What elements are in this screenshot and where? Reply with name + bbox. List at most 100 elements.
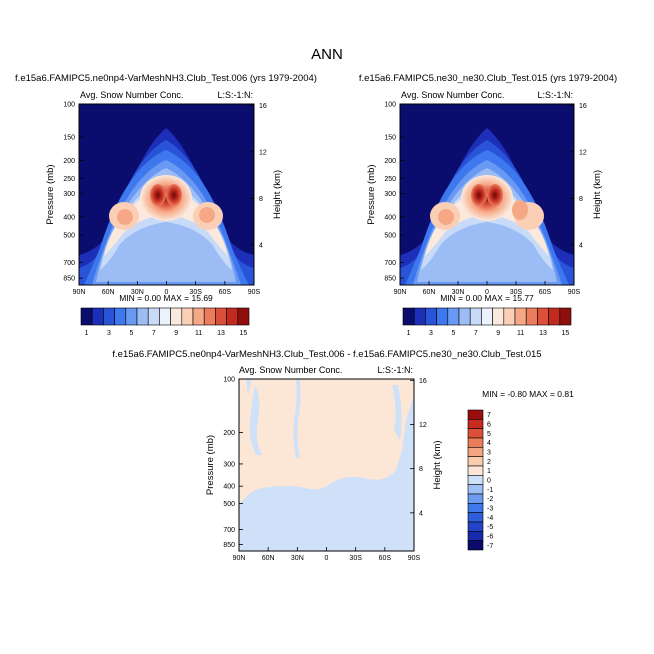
colorbar-label: 1 [85, 330, 89, 337]
axes: 90N 60N 30N 0 30S 60S 90S 100 150 200 250 300 400 500… [366, 102, 603, 297]
right-axis-label: Height (km) [592, 170, 603, 219]
colorbar-box [215, 307, 227, 326]
colorbar-box [114, 307, 127, 326]
colorbar-label: -6 [487, 534, 493, 541]
y-tick-label: 300 [384, 191, 396, 198]
colorbar-box [467, 540, 484, 551]
colorbar-label: 11 [195, 330, 202, 337]
y-tick-label: 250 [63, 176, 75, 183]
right-tick-label: 12 [579, 149, 587, 156]
colorbar-box [181, 307, 194, 326]
panel-title: f.e15a6.FAMIPC5.ne30_ne30.Club_Test.015 … [359, 73, 617, 84]
colorbar-label: 3 [429, 330, 433, 337]
y-tick-label: 400 [223, 484, 235, 491]
y-tick-label: 200 [63, 158, 75, 165]
colorbar-box [147, 307, 160, 326]
axes: 90N 60N 30N 0 30S 60S 90S 100 150 200 250 300 400 500… [45, 102, 283, 297]
y-tick-label: 400 [63, 214, 75, 221]
contour-field [400, 104, 574, 285]
right-tick-label: 4 [259, 242, 263, 249]
y-tick-label: 850 [63, 276, 75, 283]
colorbar-box [481, 307, 493, 326]
colorbar: 1 3 5 7 9 11 13 15 [402, 307, 572, 337]
colorbar-label: -5 [487, 524, 493, 531]
colorbar-label: -2 [487, 496, 493, 503]
x-tick-label: 90S [248, 289, 261, 296]
colorbar-label: 9 [496, 330, 500, 337]
colorbar-box [237, 307, 250, 326]
right-axis-label: Height (km) [432, 440, 443, 489]
x-tick-label: 30N [452, 289, 465, 296]
right-tick-label: 16 [419, 378, 427, 385]
x-tick-label: 0 [165, 289, 169, 296]
colorbar-box [467, 437, 484, 448]
colorbar-box [467, 531, 484, 541]
colorbar-box [425, 307, 437, 326]
panel-title: f.e15a6.FAMIPC5.ne0np4-VarMeshNH3.Club_T… [112, 349, 541, 360]
colorbar-box [103, 307, 115, 326]
y-tick-label: 100 [63, 102, 75, 109]
y-tick-label: 500 [63, 232, 75, 239]
right-tick-label: 16 [579, 103, 587, 110]
right-tick-label: 16 [259, 103, 267, 110]
colorbar-box [170, 307, 183, 326]
x-tick-label: 60S [539, 289, 552, 296]
colorbar: 1 3 5 7 9 11 13 15 [80, 307, 250, 337]
colorbar-label: 4 [487, 440, 491, 447]
right-string: L:S:-1:N: [217, 90, 253, 100]
colorbar-box [467, 512, 484, 523]
figure-title: ANN [311, 46, 343, 63]
colorbar-box [492, 307, 505, 326]
colorbar-label: 3 [487, 450, 491, 457]
colorbar-box [80, 307, 93, 326]
colorbar-label: -4 [487, 515, 493, 522]
colorbar-box [467, 493, 484, 504]
y-tick-label: 700 [223, 527, 235, 534]
x-tick-label: 60S [379, 555, 392, 562]
colorbar-box [467, 447, 484, 457]
y-tick-label: 100 [384, 102, 396, 109]
colorbar-box [467, 409, 484, 420]
colorbar-label: 7 [487, 412, 491, 419]
right-tick-label: 8 [579, 196, 583, 203]
colorbar-box [467, 475, 484, 485]
colorbar-label: 1 [407, 330, 411, 337]
colorbar-label: 11 [517, 330, 524, 337]
colorbar-label: 15 [562, 330, 570, 337]
x-tick-label: 90N [394, 289, 407, 296]
colorbar-box [413, 307, 426, 326]
colorbar-box [467, 428, 484, 439]
colorbar-label: 15 [240, 330, 248, 337]
colorbar-label: 0 [487, 478, 491, 485]
y-tick-label: 850 [223, 542, 235, 549]
panel-difference: f.e15a6.FAMIPC5.ne0np4-VarMeshNH3.Club_T… [112, 349, 574, 562]
colorbar-label: -3 [487, 506, 493, 513]
y-tick-label: 200 [384, 158, 396, 165]
colorbar-label: 7 [474, 330, 478, 337]
right-tick-label: 8 [419, 466, 423, 473]
y-tick-label: 150 [384, 134, 396, 141]
x-tick-label: 60S [219, 289, 232, 296]
colorbar-box [125, 307, 138, 326]
y-tick-label: 150 [63, 134, 75, 141]
right-tick-label: 12 [419, 422, 427, 429]
y-axis-label: Pressure (mb) [45, 164, 56, 224]
colorbar-label: 13 [539, 330, 547, 337]
x-tick-label: 30S [189, 289, 202, 296]
colorbar-box [447, 307, 460, 326]
y-tick-label: 200 [223, 430, 235, 437]
colorbar-box [559, 307, 572, 326]
colorbar-box [467, 456, 484, 467]
y-tick-label: 700 [63, 260, 75, 267]
colorbar-label: 6 [487, 422, 491, 429]
y-tick-label: 250 [384, 176, 396, 183]
y-axis-label: Pressure (mb) [205, 435, 216, 495]
difference-field [239, 379, 414, 551]
left-string: Avg. Snow Number Conc. [80, 90, 183, 100]
x-tick-label: 30N [291, 555, 304, 562]
y-tick-label: 300 [63, 191, 75, 198]
y-tick-label: 300 [223, 461, 235, 468]
colorbar-label: 13 [217, 330, 225, 337]
y-tick-label: 500 [384, 232, 396, 239]
